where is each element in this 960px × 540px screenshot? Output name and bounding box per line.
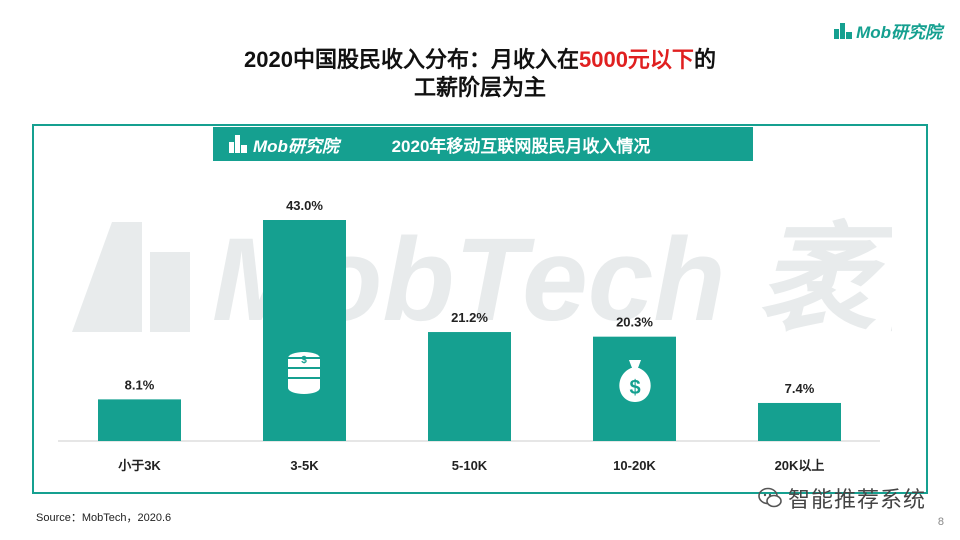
svg-text:$: $	[629, 377, 640, 399]
data-label-2: 21.2%	[451, 310, 488, 325]
page-title: 2020中国股民收入分布：月收入在5000元以下的 工薪阶层为主	[0, 46, 960, 102]
bar-4	[758, 402, 841, 441]
bar-1	[263, 220, 346, 441]
wechat-icon	[758, 487, 782, 508]
category-label-1: 3-5K	[290, 458, 319, 473]
svg-text:$: $	[301, 355, 307, 366]
chart-title: 2020年移动互联网股民月收入情况	[391, 136, 651, 156]
source-note: Source：MobTech，2020.6	[36, 512, 172, 524]
coin-stack-icon: $	[288, 352, 320, 394]
banner-logo: Mob研究院	[213, 132, 369, 157]
wechat-account: 智能推荐系统	[758, 482, 926, 514]
chart-frame	[32, 124, 928, 494]
data-label-1: 43.0%	[286, 198, 323, 213]
data-label-0: 8.1%	[125, 377, 155, 392]
brand-logo: Mob研究院	[834, 18, 942, 43]
bar-2	[428, 332, 511, 441]
category-label-4: 20K以上	[775, 458, 825, 473]
brand-logo-icon	[834, 22, 853, 39]
data-label-4: 7.4%	[785, 381, 815, 396]
category-label-3: 10-20K	[613, 458, 656, 473]
chart-banner: Mob研究院 2020年移动互联网股民月收入情况	[213, 127, 753, 161]
page-title-line1: 2020中国股民收入分布：月收入在5000元以下的	[244, 47, 716, 72]
category-label-2: 5-10K	[452, 458, 488, 473]
money-bag-icon: $	[619, 360, 651, 402]
banner-logo-text: Mob研究院	[253, 136, 339, 156]
data-label-3: 20.3%	[616, 315, 653, 330]
category-label-0: 小于3K	[118, 458, 161, 473]
page-number: 8	[937, 516, 944, 528]
banner-logo-icon	[229, 135, 247, 153]
title-highlight: 5000元以下	[578, 47, 694, 72]
wechat-account-name: 智能推荐系统	[788, 487, 927, 512]
brand-logo-text: Mob研究院	[856, 23, 942, 42]
page-title-line2: 工薪阶层为主	[413, 75, 546, 100]
bar-0	[98, 399, 181, 441]
